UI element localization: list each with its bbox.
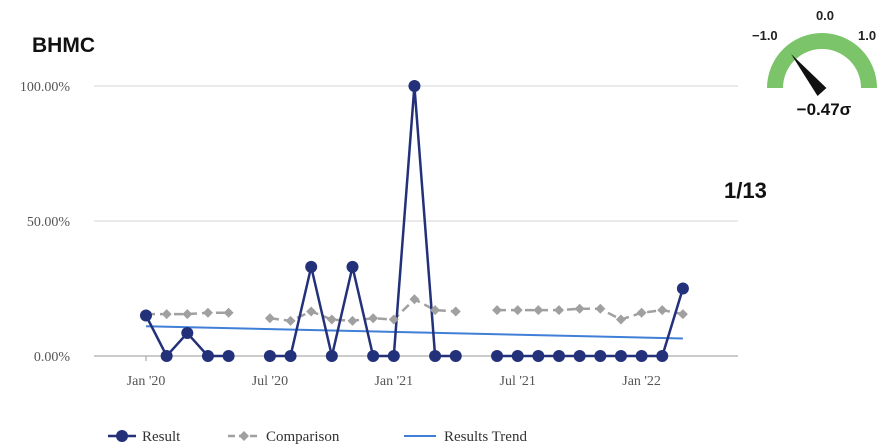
result-point — [408, 80, 421, 92]
series-markers — [140, 80, 689, 362]
legend-comparison-label: Comparison — [266, 429, 340, 445]
comparison-point — [677, 309, 688, 320]
result-point — [140, 309, 152, 322]
comparison-point — [285, 315, 296, 326]
axis-labels: 100.00% 50.00% 0.00% Jan '20 Jul '20 Jan '21 J… — [20, 80, 661, 389]
comparison-point — [388, 314, 399, 325]
result-point — [222, 350, 235, 362]
result-point — [201, 350, 214, 362]
comparison-point — [326, 314, 337, 325]
gauge-arc — [767, 33, 877, 89]
legend-comparison-marker — [239, 431, 249, 441]
result-point — [511, 350, 524, 362]
result-point — [449, 350, 462, 362]
legend-trend-label: Results Trend — [444, 429, 527, 445]
comparison-point — [368, 313, 379, 324]
comparison-point — [202, 307, 213, 318]
trend-line — [145, 325, 683, 340]
x-tick-label: Jan '22 — [622, 374, 661, 389]
gauge-value: −0.47σ — [796, 100, 852, 119]
gauge-min-label: −1.0 — [752, 28, 778, 43]
result-point — [532, 350, 545, 362]
x-tick-label: Jan '21 — [374, 374, 413, 389]
x-tick-label: Jul '21 — [500, 374, 536, 389]
comparison-point — [636, 307, 647, 318]
result-point — [284, 350, 297, 362]
comparison-point — [512, 305, 523, 316]
result-point — [160, 350, 173, 362]
chart-title: BHMC — [32, 34, 95, 57]
result-point — [594, 350, 607, 362]
comparison-point — [430, 305, 441, 316]
y-tick-label: 100.00% — [20, 80, 71, 95]
comparison-point — [409, 294, 420, 305]
result-point — [346, 260, 359, 273]
result-point — [325, 350, 338, 362]
result-point — [635, 350, 648, 362]
result-point — [656, 350, 669, 362]
legend-result-label: Result — [142, 429, 181, 445]
comparison-point — [615, 314, 626, 325]
comparison-point — [492, 305, 503, 316]
comparison-point — [554, 305, 564, 316]
result-point — [263, 350, 276, 362]
comparison-point — [574, 303, 585, 314]
comparison-point — [306, 306, 317, 317]
ratio-label: 1/13 — [724, 178, 767, 203]
comparison-point — [264, 313, 275, 324]
result-point — [553, 350, 565, 362]
comparison-point — [347, 315, 358, 326]
legend-result-marker — [116, 430, 128, 442]
x-tick-label: Jul '20 — [252, 374, 288, 389]
result-point — [676, 282, 689, 295]
y-tick-label: 0.00% — [34, 350, 71, 365]
comparison-point — [161, 309, 172, 320]
comparison-point — [533, 305, 544, 316]
result-point — [573, 350, 586, 362]
result-point — [491, 350, 504, 362]
comparison-point — [223, 307, 234, 318]
result-point — [387, 350, 400, 362]
result-point — [614, 350, 627, 362]
gauge-needle — [791, 53, 827, 97]
gauge-max-label: 1.0 — [858, 28, 877, 43]
comparison-point — [450, 306, 461, 317]
comparison-point — [657, 305, 668, 316]
result-point — [305, 260, 318, 273]
legend: Result Comparison Results Trend — [108, 429, 527, 445]
result-point — [367, 350, 380, 362]
comparison-point — [595, 303, 606, 314]
y-tick-label: 50.00% — [27, 215, 71, 230]
result-point — [429, 350, 442, 362]
gauge-mid-label: 0.0 — [815, 8, 835, 23]
comparison-point — [182, 309, 193, 320]
x-tick-label: Jan '20 — [127, 374, 166, 389]
result-point — [181, 327, 194, 340]
